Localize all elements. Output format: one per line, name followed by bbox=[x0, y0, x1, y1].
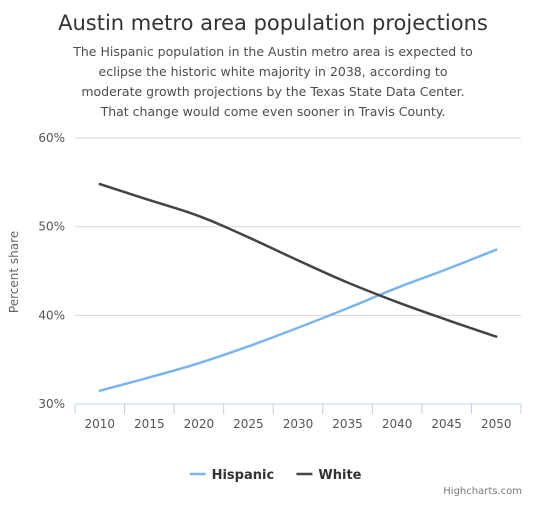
x-tick-label: 2030 bbox=[283, 417, 314, 431]
x-tick-label: 2020 bbox=[184, 417, 215, 431]
legend-item-white[interactable]: White bbox=[296, 468, 362, 483]
y-tick-label: 30% bbox=[38, 397, 65, 411]
y-axis: 30% 40% 50% 60% bbox=[38, 131, 65, 411]
x-tick-label: 2015 bbox=[134, 417, 165, 431]
legend-label: White bbox=[318, 468, 361, 483]
subtitle-line: moderate growth projections by the Texas… bbox=[81, 84, 464, 99]
subtitle-line: The Hispanic population in the Austin me… bbox=[72, 44, 473, 59]
chart-subtitle: The Hispanic population in the Austin me… bbox=[72, 44, 473, 119]
x-axis: 2010 2015 2020 2025 2030 2035 2040 2045 2050 bbox=[74, 403, 522, 431]
series-line-hispanic[interactable] bbox=[98, 248, 498, 392]
grid bbox=[75, 137, 521, 405]
series-line-white[interactable] bbox=[98, 182, 498, 338]
x-tick-label: 2045 bbox=[431, 417, 462, 431]
x-tick-label: 2035 bbox=[332, 417, 363, 431]
x-tick-label: 2050 bbox=[481, 417, 512, 431]
chart-title: Austin metro area population projections bbox=[58, 11, 488, 35]
legend: Hispanic White bbox=[189, 468, 362, 483]
x-tick-label: 2010 bbox=[85, 417, 116, 431]
credits-link[interactable]: Highcharts.com bbox=[443, 486, 522, 497]
legend-label: Hispanic bbox=[212, 468, 275, 483]
x-tick-label: 2040 bbox=[382, 417, 413, 431]
x-tick-label: 2025 bbox=[233, 417, 264, 431]
subtitle-line: eclipse the historic white majority in 2… bbox=[99, 64, 448, 79]
y-tick-label: 40% bbox=[38, 308, 65, 322]
y-tick-label: 50% bbox=[38, 220, 65, 234]
y-axis-label: Percent share bbox=[7, 231, 21, 313]
y-tick-label: 60% bbox=[38, 131, 65, 145]
subtitle-line: That change would come even sooner in Tr… bbox=[100, 104, 446, 119]
legend-item-hispanic[interactable]: Hispanic bbox=[189, 468, 275, 483]
series-group bbox=[98, 182, 498, 392]
